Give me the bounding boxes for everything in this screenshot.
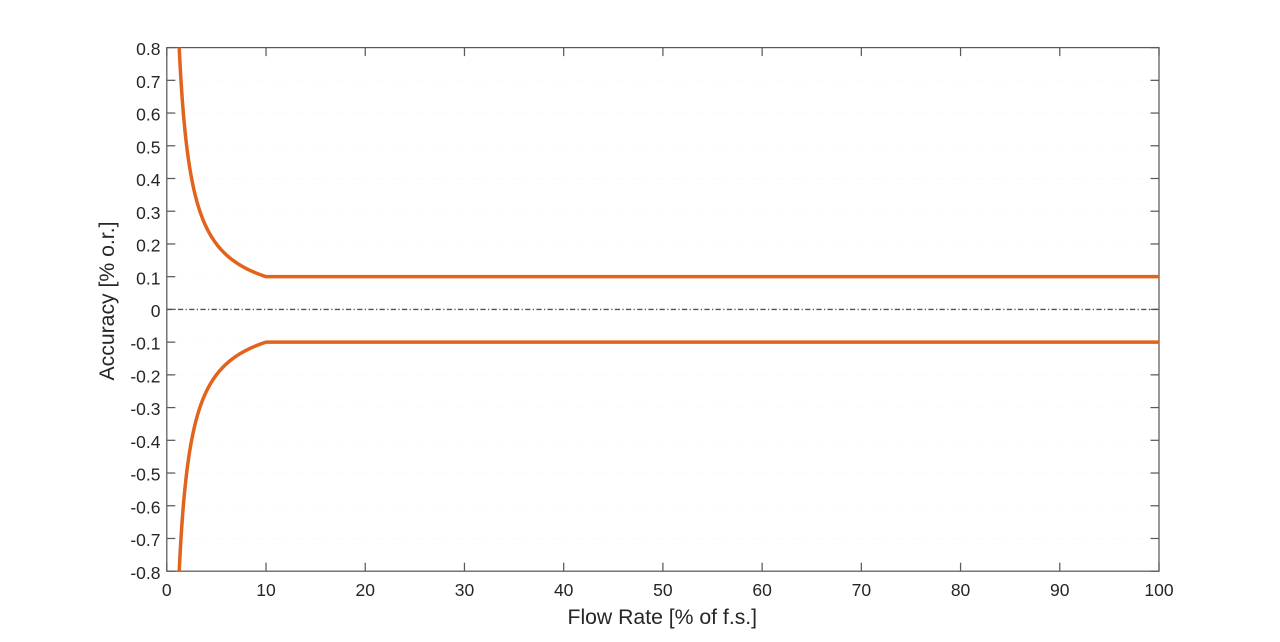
svg-text:30: 30 (455, 580, 475, 600)
svg-text:50: 50 (653, 580, 673, 600)
svg-text:-0.3: -0.3 (130, 399, 160, 419)
svg-text:100: 100 (1144, 580, 1173, 600)
svg-text:0.8: 0.8 (136, 39, 160, 59)
svg-text:-0.7: -0.7 (130, 530, 160, 550)
svg-text:0.4: 0.4 (136, 170, 161, 190)
svg-text:-0.8: -0.8 (130, 563, 160, 583)
svg-text:0: 0 (162, 580, 172, 600)
svg-text:0.6: 0.6 (136, 105, 160, 125)
svg-text:-0.6: -0.6 (130, 497, 160, 517)
svg-text:Accuracy [% o.r.]: Accuracy [% o.r.] (96, 222, 119, 381)
svg-text:-0.5: -0.5 (130, 465, 160, 485)
svg-text:0.3: 0.3 (136, 203, 160, 223)
svg-text:0.1: 0.1 (136, 268, 160, 288)
svg-text:60: 60 (752, 580, 772, 600)
svg-text:0: 0 (151, 301, 161, 321)
svg-text:40: 40 (554, 580, 574, 600)
svg-text:-0.1: -0.1 (130, 334, 160, 354)
svg-text:-0.2: -0.2 (130, 366, 160, 386)
svg-text:Flow Rate [% of f.s.]: Flow Rate [% of f.s.] (568, 606, 758, 629)
svg-text:0.7: 0.7 (136, 72, 160, 92)
svg-text:0.2: 0.2 (136, 236, 160, 256)
svg-text:-0.4: -0.4 (130, 432, 160, 452)
svg-text:10: 10 (256, 580, 276, 600)
svg-text:90: 90 (1050, 580, 1070, 600)
svg-text:70: 70 (852, 580, 872, 600)
svg-text:20: 20 (356, 580, 376, 600)
svg-text:0.5: 0.5 (136, 137, 160, 157)
svg-text:80: 80 (951, 580, 971, 600)
